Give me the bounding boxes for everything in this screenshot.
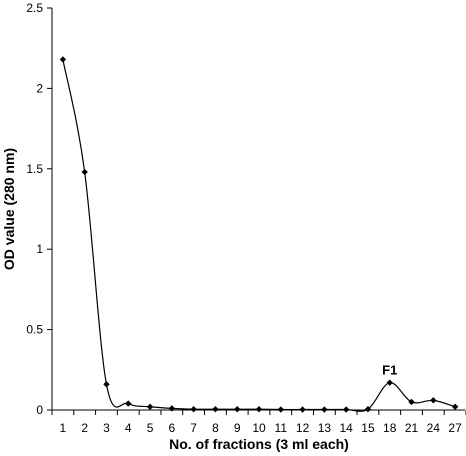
data-point-marker [125,400,132,407]
data-point-marker [408,398,415,406]
data-point-marker [234,405,241,413]
y-tick-label: 0 [36,403,43,417]
data-point-marker [212,405,219,413]
y-tick-label: 1 [36,242,43,256]
data-point-marker [146,403,154,410]
x-tick-label: 10 [252,421,266,435]
x-tick-label: 9 [234,421,241,435]
data-point-marker [277,406,284,413]
x-axis-label: No. of fractions (3 ml each) [169,436,349,452]
data-point-marker [299,406,306,413]
x-tick-label: 2 [81,421,88,435]
axes [51,8,465,411]
x-tick-label: 6 [168,421,175,435]
x-tick-label: 27 [448,421,462,435]
x-tick-label: 1 [60,421,67,435]
data-point-marker [430,397,437,404]
series-line [62,59,456,412]
x-tick-label: 3 [103,421,110,435]
x-tick-label: 21 [405,421,419,435]
data-point-marker [342,406,350,413]
y-tick-label: 0.5 [26,323,43,337]
data-point-marker [81,168,88,176]
data-point-marker [59,56,67,63]
x-tick-label: 14 [339,421,353,435]
x-tick-label: 11 [275,421,288,435]
annotations: F1 [382,363,397,378]
y-axis-label: OD value (280 nm) [1,148,17,270]
data-point-marker [190,405,197,413]
y-axis-ticks: 0 0.5 1 1.5 2 2.5 [26,1,52,417]
x-axis-ticks: 1 2 3 4 5 6 7 8 9 10 11 12 13 14 15 18 21 24 27 [51,410,466,435]
y-tick-label: 2 [36,81,43,95]
data-point-marker [451,403,459,410]
x-tick-label: 4 [125,421,132,435]
data-point-marker [255,405,263,413]
x-tick-label: 12 [296,421,310,435]
x-tick-label: 7 [190,421,197,435]
x-tick-label: 18 [383,421,397,435]
x-tick-label: 24 [427,421,441,435]
annotation-label: F1 [382,363,397,378]
data-point-marker [321,406,328,413]
data-point-marker [103,381,110,388]
y-tick-label: 1.5 [26,162,43,176]
y-tick-label: 2.5 [26,1,43,15]
x-tick-label: 8 [212,421,219,435]
x-tick-label: 13 [318,421,332,435]
data-points [59,56,459,413]
x-tick-label: 5 [147,421,154,435]
data-point-marker [364,405,372,413]
x-tick-label: 15 [361,421,375,435]
data-point-marker [386,379,393,386]
data-point-marker [168,405,176,412]
